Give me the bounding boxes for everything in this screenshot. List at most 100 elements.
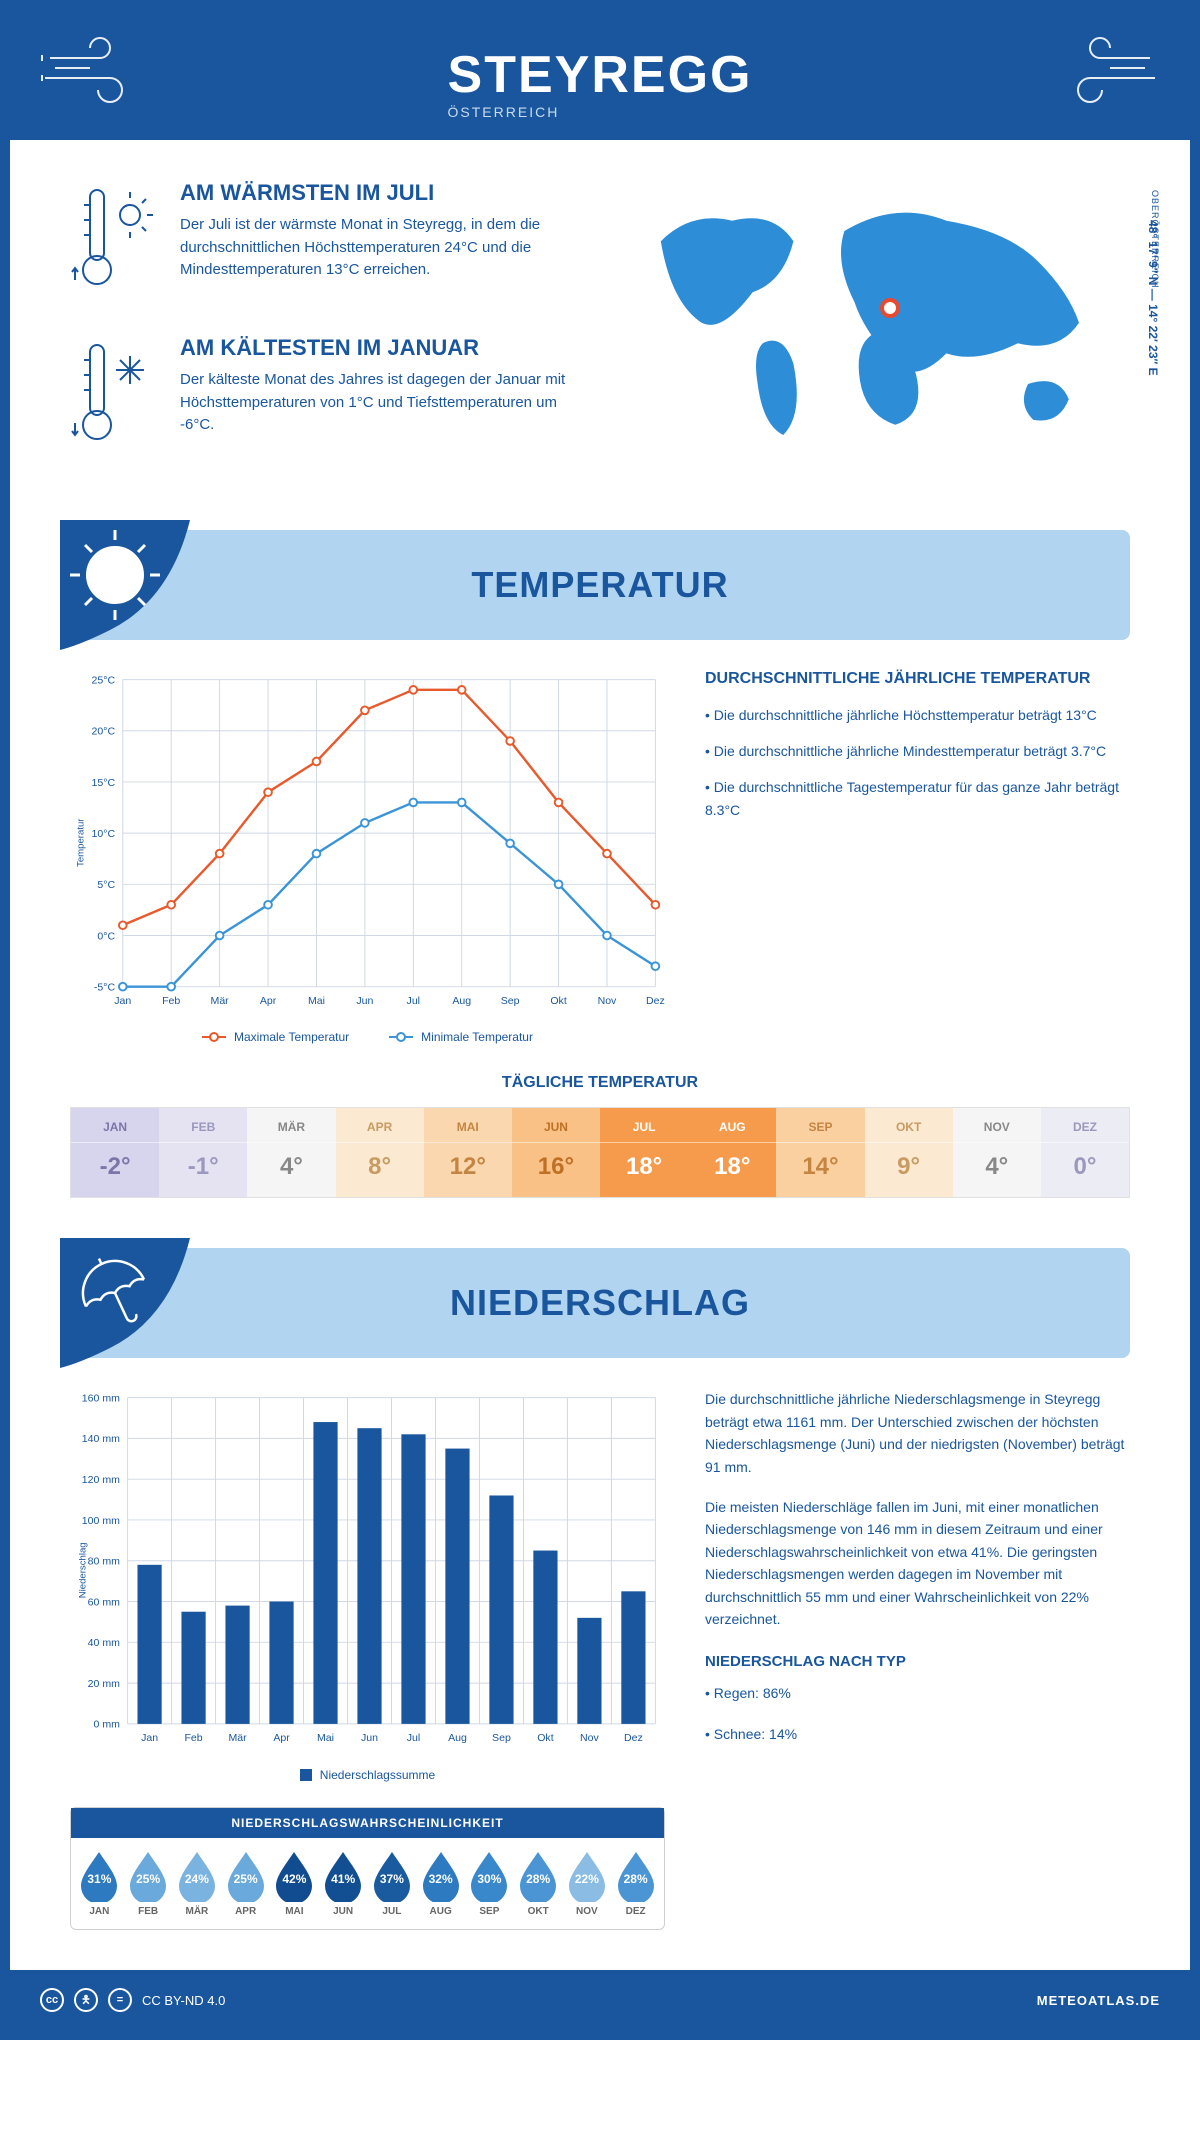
precip-probability-box: NIEDERSCHLAGSWAHRSCHEINLICHKEIT 31%JAN25…	[70, 1807, 665, 1930]
legend-label: Minimale Temperatur	[421, 1030, 533, 1044]
info-bullet: • Schnee: 14%	[705, 1723, 1130, 1745]
svg-text:Okt: Okt	[537, 1733, 553, 1745]
precipitation-info: Die durchschnittliche jährliche Niedersc…	[705, 1388, 1130, 1930]
footer: cc 🯅 = CC BY-ND 4.0 METEOATLAS.DE	[10, 1970, 1190, 2030]
precipitation-bar-chart: 0 mm20 mm40 mm60 mm80 mm100 mm120 mm140 …	[70, 1388, 665, 1782]
daily-cell: NOV4°	[953, 1108, 1041, 1197]
svg-text:Mär: Mär	[228, 1733, 247, 1745]
thermometer-sun-icon	[70, 180, 160, 305]
svg-text:20°C: 20°C	[92, 726, 116, 738]
svg-text:15°C: 15°C	[92, 777, 116, 789]
svg-text:100 mm: 100 mm	[82, 1515, 120, 1527]
wind-icon	[40, 33, 150, 118]
svg-text:5°C: 5°C	[97, 879, 115, 891]
svg-text:Dez: Dez	[646, 995, 665, 1007]
daily-cell: APR8°	[336, 1108, 424, 1197]
svg-text:Okt: Okt	[550, 995, 566, 1007]
daily-cell: DEZ0°	[1041, 1108, 1129, 1197]
info-bullet: • Die durchschnittliche jährliche Höchst…	[705, 704, 1130, 728]
cc-icon: cc	[40, 1988, 64, 2012]
daily-cell: JUL18°	[600, 1108, 688, 1197]
info-bullet: • Die durchschnittliche jährliche Mindes…	[705, 740, 1130, 764]
svg-text:80 mm: 80 mm	[88, 1556, 120, 1568]
daily-cell: MAI12°	[424, 1108, 512, 1197]
daily-cell: MÄR4°	[247, 1108, 335, 1197]
info-paragraph: Die meisten Niederschläge fallen im Juni…	[705, 1496, 1130, 1630]
umbrella-icon	[60, 1238, 190, 1368]
fact-text: Der kälteste Monat des Jahres ist dagege…	[180, 369, 580, 437]
svg-text:Dez: Dez	[624, 1733, 643, 1745]
chart-legend: Maximale Temperatur Minimale Temperatur	[70, 1030, 665, 1044]
svg-text:Niederschlag: Niederschlag	[77, 1543, 88, 1599]
temperature-banner: TEMPERATUR	[70, 530, 1130, 640]
city-title: STEYREGG	[448, 45, 753, 105]
svg-text:60 mm: 60 mm	[88, 1597, 120, 1609]
temperature-info: DURCHSCHNITTLICHE JÄHRLICHE TEMPERATUR •…	[705, 670, 1130, 1044]
svg-text:Aug: Aug	[452, 995, 471, 1007]
daily-cell: FEB-1°	[159, 1108, 247, 1197]
svg-text:Jun: Jun	[361, 1733, 378, 1745]
fact-title: AM KÄLTESTEN IM JANUAR	[180, 335, 580, 361]
prob-title: NIEDERSCHLAGSWAHRSCHEINLICHKEIT	[71, 1808, 664, 1838]
nd-icon: =	[108, 1988, 132, 2012]
svg-text:-5°C: -5°C	[94, 982, 116, 994]
prob-drop: 30%SEP	[465, 1850, 514, 1917]
svg-text:Mai: Mai	[317, 1733, 334, 1745]
location-marker-icon	[880, 298, 900, 318]
daily-cell: AUG18°	[688, 1108, 776, 1197]
svg-text:40 mm: 40 mm	[88, 1638, 120, 1650]
daily-cell: JAN-2°	[71, 1108, 159, 1197]
site-label: METEOATLAS.DE	[1037, 1993, 1160, 2008]
svg-text:Jul: Jul	[407, 1733, 420, 1745]
prob-drop: 32%AUG	[416, 1850, 465, 1917]
svg-text:Sep: Sep	[501, 995, 520, 1007]
svg-text:0 mm: 0 mm	[94, 1719, 121, 1731]
country-subtitle: ÖSTERREICH	[448, 104, 560, 120]
fact-title: AM WÄRMSTEN IM JULI	[180, 180, 580, 206]
svg-text:Mai: Mai	[308, 995, 325, 1007]
svg-text:140 mm: 140 mm	[82, 1434, 120, 1446]
wind-icon	[1050, 33, 1160, 118]
svg-text:Nov: Nov	[598, 995, 617, 1007]
prob-drop: 28%DEZ	[611, 1850, 660, 1917]
prob-drop: 22%NOV	[563, 1850, 612, 1917]
svg-text:Temperatur: Temperatur	[75, 818, 86, 867]
precipitation-banner: NIEDERSCHLAG	[70, 1248, 1130, 1358]
daily-cell: JUN16°	[512, 1108, 600, 1197]
chart-legend: Niederschlagssumme	[70, 1768, 665, 1782]
svg-text:Apr: Apr	[260, 995, 277, 1007]
svg-text:Feb: Feb	[162, 995, 180, 1007]
thermometer-snow-icon	[70, 335, 160, 460]
prob-drop: 37%JUL	[368, 1850, 417, 1917]
info-paragraph: Die durchschnittliche jährliche Niedersc…	[705, 1388, 1130, 1478]
svg-text:25°C: 25°C	[92, 674, 116, 686]
fact-warmest: AM WÄRMSTEN IM JULI Der Juli ist der wär…	[70, 180, 580, 305]
intro-section: AM WÄRMSTEN IM JULI Der Juli ist der wär…	[70, 180, 1130, 490]
page-frame: STEYREGG ÖSTERREICH	[0, 0, 1200, 2040]
svg-text:10°C: 10°C	[92, 828, 116, 840]
prob-drop: 25%FEB	[124, 1850, 173, 1917]
by-icon: 🯅	[74, 1988, 98, 2012]
svg-text:Jan: Jan	[141, 1733, 158, 1745]
header: STEYREGG ÖSTERREICH	[10, 10, 1190, 140]
prob-drop: 42%MAI	[270, 1850, 319, 1917]
svg-text:0°C: 0°C	[97, 930, 115, 942]
legend-label: Niederschlagssumme	[320, 1768, 435, 1782]
daily-cell: OKT9°	[865, 1108, 953, 1197]
prob-drop: 25%APR	[221, 1850, 270, 1917]
info-bullet: • Die durchschnittliche Tagestemperatur …	[705, 776, 1130, 824]
prob-drop: 41%JUN	[319, 1850, 368, 1917]
legend-label: Maximale Temperatur	[234, 1030, 349, 1044]
license-label: CC BY-ND 4.0	[142, 1993, 225, 2008]
svg-text:160 mm: 160 mm	[82, 1393, 120, 1405]
svg-text:Mär: Mär	[211, 995, 230, 1007]
coords-label: 48° 17′ 9″ N — 14° 22′ 23″ E	[1146, 220, 1160, 376]
daily-temp-title: TÄGLICHE TEMPERATUR	[70, 1074, 1130, 1092]
section-title: NIEDERSCHLAG	[450, 1282, 750, 1324]
svg-text:Jan: Jan	[114, 995, 131, 1007]
svg-text:20 mm: 20 mm	[88, 1678, 120, 1690]
daily-temp-table: JAN-2°FEB-1°MÄR4°APR8°MAI12°JUN16°JUL18°…	[70, 1107, 1130, 1198]
fact-text: Der Juli ist der wärmste Monat in Steyre…	[180, 214, 580, 282]
prob-drop: 31%JAN	[75, 1850, 124, 1917]
info-heading: NIEDERSCHLAG NACH TYP	[705, 1650, 1130, 1674]
